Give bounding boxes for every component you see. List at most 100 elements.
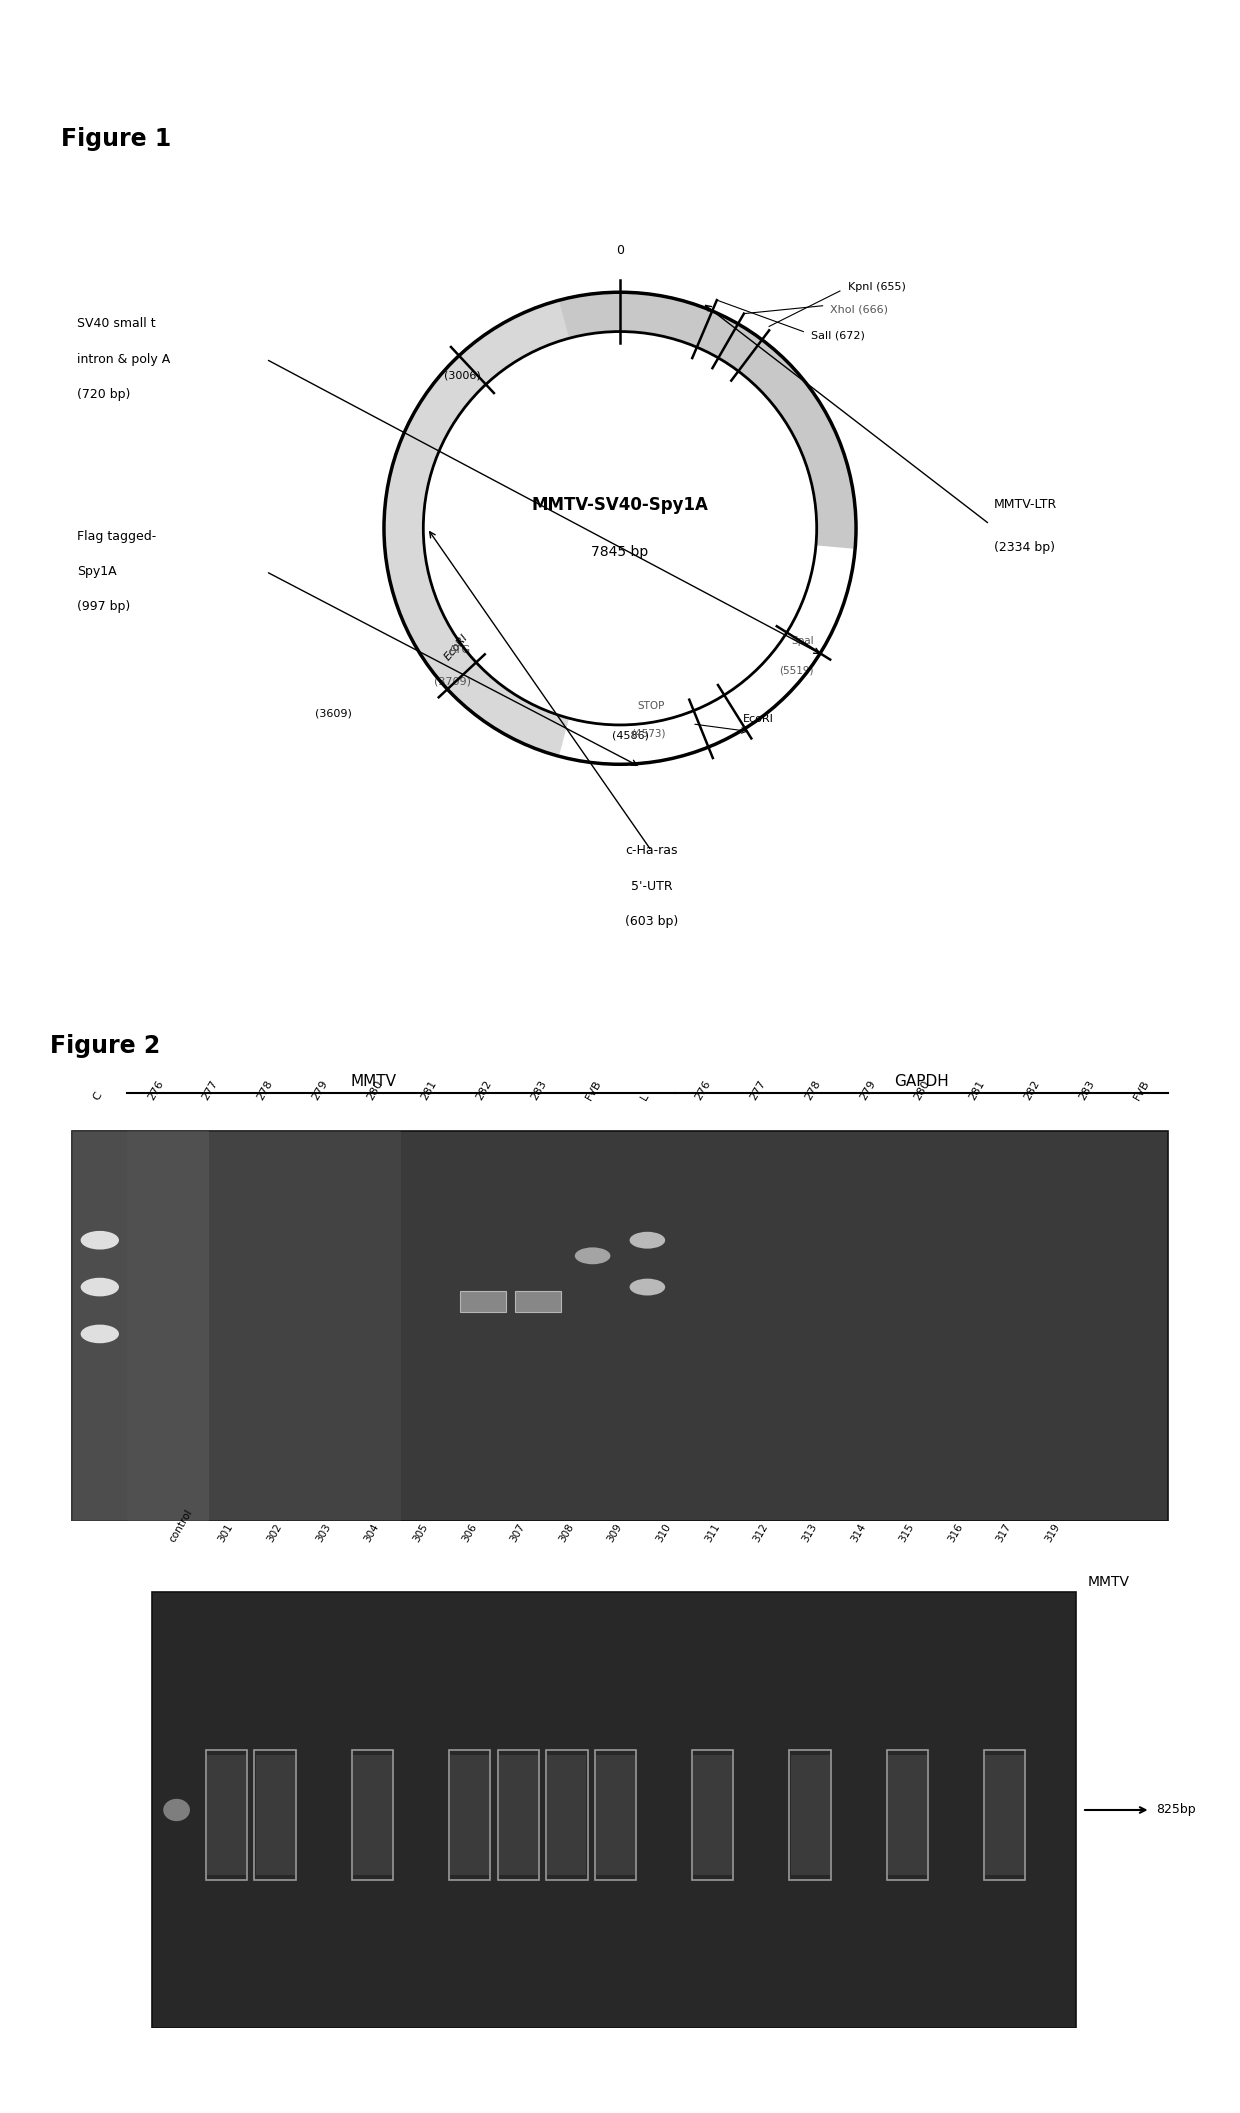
Text: 316: 316	[946, 1521, 965, 1545]
Text: 5'-UTR: 5'-UTR	[631, 879, 672, 892]
Text: 307: 307	[508, 1521, 527, 1545]
Text: 306: 306	[460, 1521, 479, 1545]
Text: EcoRI: EcoRI	[743, 714, 774, 725]
Text: 309: 309	[605, 1521, 624, 1545]
Text: 7845 bp: 7845 bp	[591, 545, 649, 558]
Text: 280: 280	[913, 1078, 931, 1103]
Text: (3006): (3006)	[444, 370, 481, 380]
Ellipse shape	[575, 1247, 610, 1264]
Text: 313: 313	[800, 1521, 818, 1545]
Text: 308: 308	[557, 1521, 575, 1545]
Ellipse shape	[630, 1278, 665, 1295]
Text: 303: 303	[314, 1521, 332, 1545]
Text: L: L	[639, 1092, 651, 1103]
Text: (3609): (3609)	[315, 708, 352, 718]
FancyBboxPatch shape	[72, 1130, 1168, 1521]
Text: SV40 small t: SV40 small t	[77, 317, 156, 330]
Text: 319: 319	[1043, 1521, 1061, 1545]
Text: 282: 282	[475, 1078, 494, 1103]
FancyBboxPatch shape	[128, 1130, 401, 1521]
FancyBboxPatch shape	[596, 1756, 635, 1874]
Text: FVB: FVB	[584, 1078, 604, 1103]
Wedge shape	[384, 292, 856, 765]
Ellipse shape	[630, 1232, 665, 1249]
Text: 825bp: 825bp	[1156, 1805, 1195, 1817]
FancyBboxPatch shape	[985, 1756, 1024, 1874]
Ellipse shape	[81, 1232, 119, 1249]
Text: XhoI (666): XhoI (666)	[831, 304, 888, 315]
Text: 278: 278	[255, 1078, 275, 1103]
Text: MMTV: MMTV	[351, 1073, 397, 1088]
Text: 276: 276	[693, 1078, 713, 1103]
Text: Spy1A: Spy1A	[77, 564, 117, 579]
Text: Figure 2: Figure 2	[50, 1033, 160, 1059]
Text: EcoRI: EcoRI	[443, 632, 470, 661]
Text: 314: 314	[849, 1521, 868, 1545]
Text: (3709): (3709)	[434, 676, 471, 687]
Text: 280: 280	[365, 1078, 384, 1103]
Text: 281: 281	[419, 1078, 439, 1103]
Text: 304: 304	[362, 1521, 381, 1545]
Text: STOP: STOP	[637, 702, 665, 710]
Text: MMTV-LTR: MMTV-LTR	[993, 499, 1056, 511]
FancyBboxPatch shape	[693, 1756, 733, 1874]
Text: SalI (672): SalI (672)	[811, 330, 866, 340]
Text: MMTV-SV40-Spy1A: MMTV-SV40-Spy1A	[532, 497, 708, 513]
FancyBboxPatch shape	[888, 1756, 926, 1874]
Text: 279: 279	[310, 1078, 330, 1103]
FancyBboxPatch shape	[207, 1756, 246, 1874]
Text: 277: 277	[748, 1078, 768, 1103]
FancyBboxPatch shape	[153, 1591, 1076, 2028]
FancyBboxPatch shape	[72, 1130, 210, 1521]
Text: (2334 bp): (2334 bp)	[993, 541, 1055, 554]
Text: (4586): (4586)	[611, 731, 649, 742]
Text: (5519): (5519)	[779, 666, 813, 676]
Text: 310: 310	[655, 1521, 673, 1545]
Text: 0: 0	[616, 243, 624, 258]
Text: (603 bp): (603 bp)	[625, 915, 678, 928]
FancyBboxPatch shape	[450, 1756, 489, 1874]
Ellipse shape	[164, 1798, 190, 1821]
Text: 276: 276	[146, 1078, 165, 1103]
Text: 311: 311	[703, 1521, 722, 1545]
Text: (997 bp): (997 bp)	[77, 600, 130, 613]
FancyBboxPatch shape	[460, 1291, 506, 1312]
Ellipse shape	[81, 1278, 119, 1297]
Text: MMTV: MMTV	[1087, 1574, 1130, 1589]
Text: GAPDH: GAPDH	[894, 1073, 949, 1088]
Text: Flag tagged-: Flag tagged-	[77, 530, 156, 543]
FancyBboxPatch shape	[547, 1756, 587, 1874]
FancyBboxPatch shape	[791, 1756, 830, 1874]
Text: control: control	[167, 1509, 195, 1545]
FancyBboxPatch shape	[515, 1291, 560, 1312]
Text: 283: 283	[529, 1078, 548, 1103]
Text: 278: 278	[804, 1078, 822, 1103]
Text: 281: 281	[967, 1078, 987, 1103]
Text: 279: 279	[858, 1078, 877, 1103]
FancyBboxPatch shape	[255, 1756, 295, 1874]
Wedge shape	[384, 300, 569, 756]
Text: ATG: ATG	[449, 644, 471, 655]
Text: SpaI: SpaI	[791, 636, 813, 647]
Ellipse shape	[81, 1325, 119, 1344]
Text: 282: 282	[1022, 1078, 1042, 1103]
Text: 315: 315	[898, 1521, 916, 1545]
Text: FVB: FVB	[1132, 1078, 1151, 1103]
Text: intron & poly A: intron & poly A	[77, 353, 170, 366]
FancyBboxPatch shape	[353, 1756, 392, 1874]
Text: 301: 301	[217, 1521, 236, 1545]
Text: 312: 312	[751, 1521, 770, 1545]
Text: 277: 277	[201, 1078, 219, 1103]
Text: (720 bp): (720 bp)	[77, 389, 130, 401]
Text: (4573): (4573)	[631, 729, 665, 737]
Text: 317: 317	[994, 1521, 1013, 1545]
Text: 302: 302	[265, 1521, 284, 1545]
Text: 305: 305	[412, 1521, 429, 1545]
Wedge shape	[427, 292, 856, 549]
Text: C: C	[91, 1090, 104, 1103]
Text: KpnI (655): KpnI (655)	[848, 281, 905, 292]
FancyBboxPatch shape	[498, 1756, 538, 1874]
Text: c-Ha-ras: c-Ha-ras	[625, 845, 678, 858]
Text: Figure 1: Figure 1	[62, 127, 171, 150]
Text: 283: 283	[1076, 1078, 1096, 1103]
